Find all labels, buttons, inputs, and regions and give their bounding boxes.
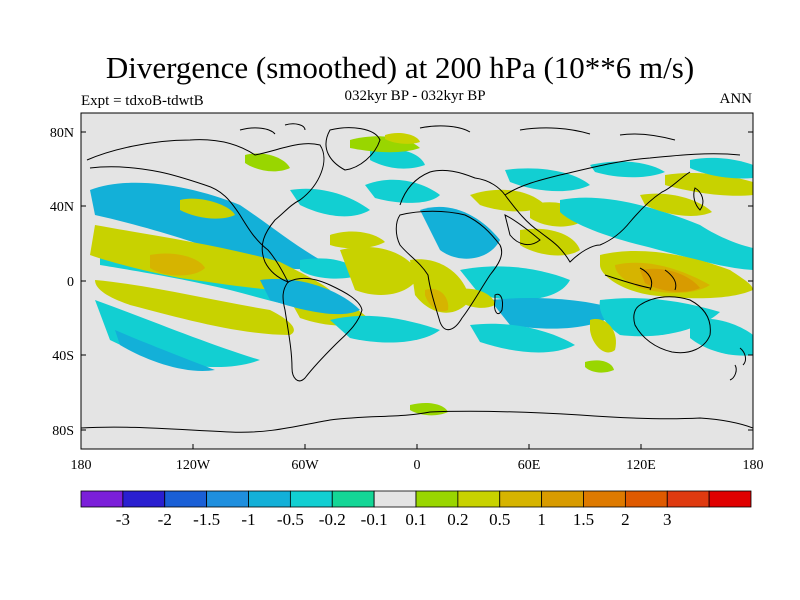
map-subtitle: 032kyr BP - 032kyr BP	[344, 88, 486, 104]
colorbar-label: 1	[537, 510, 546, 529]
field-patch	[470, 323, 575, 353]
colorbar-swatch	[373, 490, 417, 508]
field-patch	[460, 266, 570, 300]
lon-label: 120W	[176, 458, 211, 473]
arabia-coast	[504, 214, 541, 246]
field-patch	[150, 253, 205, 276]
field-patch	[665, 172, 753, 196]
lat-label: 40N	[50, 200, 74, 215]
field-patch	[300, 258, 360, 279]
japan-coast	[693, 187, 704, 211]
colorbar-swatch	[248, 490, 291, 508]
indonesia-coast	[604, 267, 677, 291]
field-patch	[180, 198, 235, 219]
field-patch	[95, 280, 294, 335]
colorbar-label: -2	[158, 510, 172, 529]
colorbar-label: -0.1	[361, 510, 388, 529]
field-patch	[90, 225, 330, 292]
madagascar-coast	[494, 293, 503, 315]
lon-label: 60W	[291, 458, 319, 473]
colorbar-label: 0.5	[489, 510, 510, 529]
field-patch	[470, 189, 545, 212]
field-patch	[245, 153, 290, 172]
field-patch	[505, 168, 590, 192]
africa-coast	[395, 210, 503, 331]
field-patch	[585, 360, 614, 373]
field-patch	[590, 161, 665, 178]
colorbar-swatch	[583, 490, 626, 508]
experiment-label: Expt = tdxoB-tdwtB	[81, 93, 204, 109]
field-patch	[640, 268, 700, 292]
colorbar-swatch	[206, 490, 249, 508]
field-patch	[385, 132, 420, 144]
colorbar-swatch	[457, 490, 501, 508]
colorbar-swatch	[164, 490, 208, 508]
colorbar-label: 2	[621, 510, 630, 529]
map-title: Divergence (smoothed) at 200 hPa (10**6 …	[105, 50, 695, 85]
field-patch	[365, 179, 440, 203]
field-patch	[690, 318, 753, 356]
field-patch	[560, 197, 753, 270]
colorbar-swatch	[289, 490, 333, 508]
colorbar-label: -3	[116, 510, 130, 529]
lat-tick-marks	[81, 131, 753, 431]
field-patch	[410, 402, 448, 416]
colorbar-label: -1	[241, 510, 255, 529]
field-patch	[290, 188, 370, 217]
australia-coast	[633, 296, 711, 354]
colorbar-label: 0.1	[405, 510, 426, 529]
lon-label: 0	[414, 458, 421, 473]
season-label: ANN	[719, 91, 753, 107]
field-patch	[330, 231, 385, 249]
colorbar-label: 3	[663, 510, 672, 529]
lat-label: 80N	[50, 126, 74, 141]
colorbar-swatch	[122, 490, 166, 508]
field-patch	[370, 148, 425, 169]
colorbar: -3 -2 -1.5 -1 -0.5 -0.2 -0.1 0.1 0.2 0.5 1 1.5 2 3	[80, 490, 752, 529]
lat-label: 40S	[52, 349, 74, 364]
field-patch	[340, 246, 420, 295]
coastlines	[81, 123, 753, 433]
colorbar-label: -0.2	[319, 510, 346, 529]
field-patch	[490, 298, 620, 329]
greenland-coast	[325, 127, 381, 171]
north-america-coast	[86, 139, 325, 283]
field-patch	[599, 298, 720, 337]
lon-label: 180	[71, 458, 92, 473]
colorbar-label: -1.5	[193, 510, 220, 529]
europe-coast	[399, 169, 506, 206]
field-patch	[640, 193, 712, 216]
south-america-coast	[282, 277, 363, 382]
colorbar-swatch	[499, 490, 543, 508]
colorbar-swatch	[708, 490, 752, 508]
colorbar-swatch	[331, 490, 375, 508]
field-patch	[115, 330, 215, 371]
antarctica-coast	[81, 410, 753, 433]
lon-label: 180	[743, 458, 764, 473]
field-patch	[330, 315, 440, 343]
colorbar-swatch	[415, 490, 459, 508]
field-patch	[690, 157, 753, 179]
colorbar-swatch	[624, 490, 668, 508]
asia-coast	[504, 153, 741, 263]
lat-label: 80S	[52, 424, 74, 439]
colorbar-label: -0.5	[277, 510, 304, 529]
lon-label: 60E	[518, 458, 541, 473]
field-patch	[410, 259, 470, 313]
lon-tick-marks	[192, 444, 642, 449]
new-zealand-coast	[729, 347, 747, 381]
colorbar-swatch	[80, 490, 124, 508]
colorbar-swatch	[541, 490, 584, 508]
field-patch	[90, 182, 330, 270]
north-coast-islands	[239, 123, 676, 141]
lon-label: 120E	[626, 458, 656, 473]
lat-label: 0	[67, 275, 74, 290]
field-patch	[425, 288, 449, 312]
field-patch	[420, 206, 500, 259]
colorbar-label: 0.2	[447, 510, 468, 529]
field-patch	[590, 319, 616, 353]
colorbar-label: 1.5	[573, 510, 594, 529]
colorbar-swatch	[666, 490, 710, 508]
